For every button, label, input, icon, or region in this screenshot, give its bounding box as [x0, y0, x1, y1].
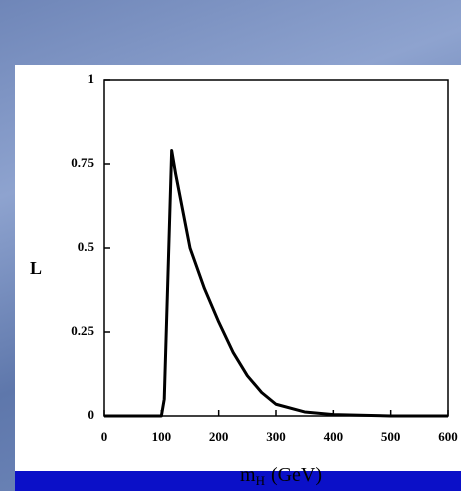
x-tick-label: 600	[438, 429, 458, 444]
y-tick-label: 0.5	[78, 239, 95, 254]
x-tick-label: 0	[101, 429, 108, 444]
y-tick-label: 0	[88, 407, 95, 422]
footer-bar	[15, 471, 461, 491]
x-axis-label-unit: (GeV)	[271, 464, 322, 486]
panel	[15, 65, 461, 471]
x-axis-label: mH (GeV)	[240, 464, 322, 488]
x-tick-label: 100	[152, 429, 172, 444]
line	[104, 149, 448, 418]
x-tick-label: 500	[381, 429, 401, 444]
y-tick-label: 0.25	[71, 323, 94, 338]
x-axis-label-sub: H	[256, 473, 265, 488]
y-tick-label: 1	[88, 71, 95, 86]
y-tick-label: 0.75	[71, 155, 94, 170]
y-axis-label: L	[30, 258, 42, 278]
x-tick-label: 400	[324, 429, 344, 444]
x-tick-label: 200	[209, 429, 229, 444]
x-axis-label-main: m	[240, 464, 256, 486]
x-tick-label: 300	[266, 429, 286, 444]
